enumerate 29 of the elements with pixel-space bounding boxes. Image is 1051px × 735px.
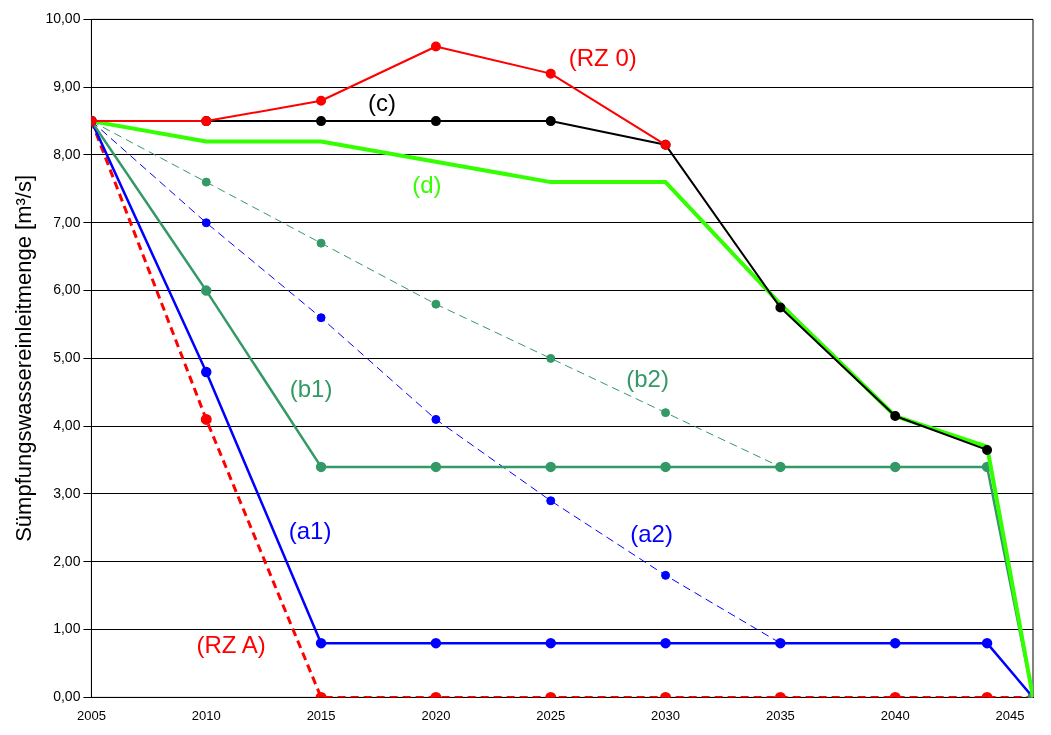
x-tick-label: 2040 <box>880 707 910 723</box>
series-label: (d) <box>412 171 442 199</box>
y-tick-label: 3,00 <box>53 484 81 501</box>
x-tick-label: 2005 <box>76 707 106 723</box>
series-label: (RZ 0) <box>568 44 637 72</box>
y-tick-label: 6,00 <box>53 281 81 298</box>
x-tick-label: 2035 <box>765 707 795 723</box>
series-label: (a1) <box>288 516 332 544</box>
y-axis-title: Sümpfungswassereinleitmenge [m³/s] <box>11 174 37 542</box>
y-tick-label: 0,00 <box>53 688 81 705</box>
series-label: (b1) <box>289 374 333 402</box>
y-tick-label: 4,00 <box>53 417 81 434</box>
series-label: (RZ A) <box>196 631 266 659</box>
y-tick-label: 10,00 <box>45 10 81 27</box>
x-tick-label: 2030 <box>651 707 681 723</box>
x-tick-label: 2025 <box>536 707 566 723</box>
x-tick-label: 2015 <box>306 707 336 723</box>
y-tick-label: 5,00 <box>53 349 81 366</box>
series-label: (a2) <box>630 519 673 547</box>
y-tick-label: 2,00 <box>53 552 81 569</box>
x-tick-label: 2045 <box>995 707 1025 723</box>
series-label: (c) <box>367 88 396 116</box>
y-tick-label: 8,00 <box>53 145 81 162</box>
y-tick-label: 9,00 <box>53 78 81 95</box>
x-tick-label: 2020 <box>421 707 451 723</box>
x-tick-label: 2010 <box>191 707 221 723</box>
series-label: (b2) <box>626 365 669 393</box>
y-tick-label: 7,00 <box>53 213 81 230</box>
y-tick-label: 1,00 <box>53 620 81 637</box>
